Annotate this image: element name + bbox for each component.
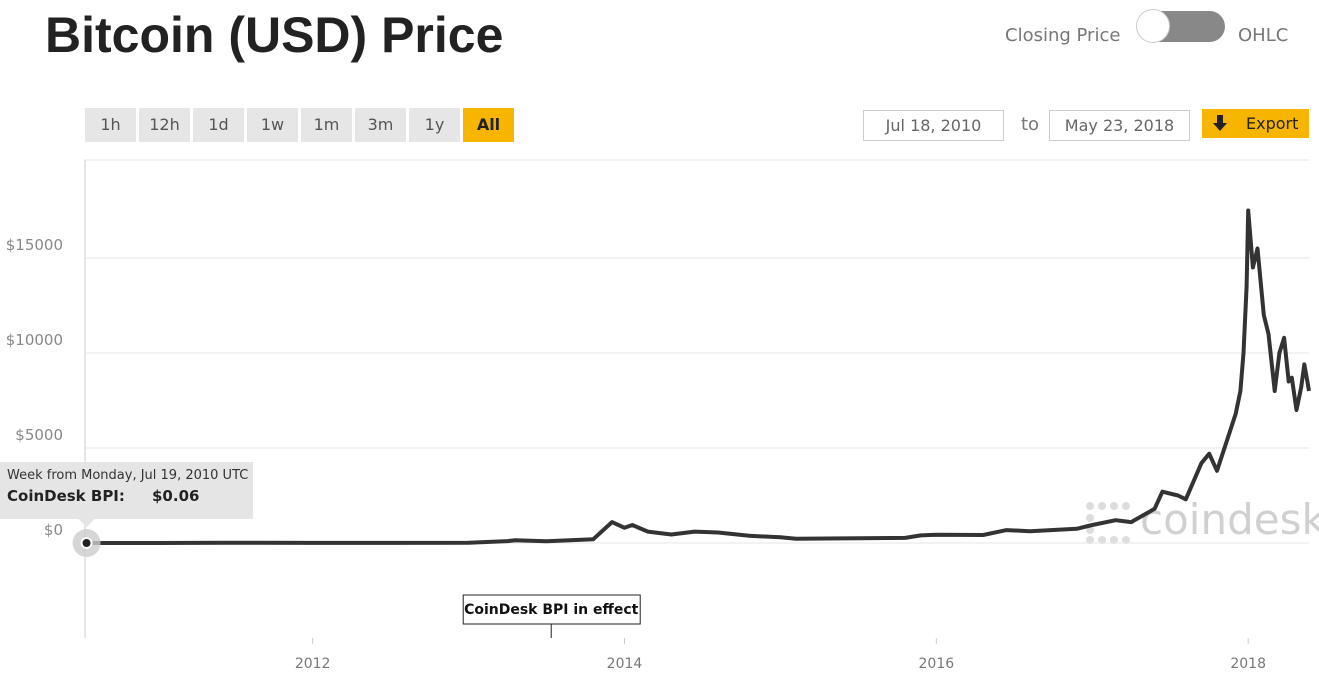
range-button[interactable]: 1w [247, 108, 298, 142]
watermark-icon [1086, 502, 1130, 544]
range-button[interactable]: 1d [193, 108, 244, 142]
range-button[interactable]: 1h [85, 108, 136, 142]
tooltip-value: $0.06 [152, 487, 199, 505]
toggle-right-label: OHLC [1238, 25, 1289, 46]
annotation-label: CoinDesk BPI in effect [464, 602, 639, 618]
range-button[interactable]: 3m [355, 108, 406, 142]
x-tick-label: 2016 [919, 656, 955, 672]
export-icon [1213, 115, 1227, 131]
tooltip-box [0, 462, 253, 519]
range-button[interactable]: 1y [409, 108, 460, 142]
hover-point [80, 536, 93, 549]
tooltip-heading: Week from Monday, Jul 19, 2010 UTC [7, 468, 248, 483]
page-title: Bitcoin (USD) Price [45, 7, 504, 63]
price-line [86, 208, 1311, 545]
date-from[interactable]: Jul 18, 2010 [863, 110, 1004, 141]
export-label: Export [1246, 114, 1299, 133]
date-to[interactable]: May 23, 2018 [1049, 110, 1190, 141]
range-button[interactable]: 12h [139, 108, 190, 142]
y-tick-label: $10000 [6, 331, 63, 349]
range-button[interactable]: All [463, 108, 514, 142]
x-tick-label: 2018 [1230, 656, 1266, 672]
x-tick-label: 2014 [607, 656, 643, 672]
y-tick-label: $5000 [15, 426, 63, 444]
tooltip-label: CoinDesk BPI: [7, 487, 125, 505]
date-separator: to [1021, 114, 1040, 135]
y-tick-label: $15000 [6, 236, 63, 254]
y-tick-label: $0 [44, 521, 63, 539]
tooltip-pointer [78, 519, 95, 527]
export-button[interactable]: Export [1202, 109, 1309, 138]
x-tick-label: 2012 [295, 656, 331, 672]
annotation-box [462, 594, 641, 625]
range-button[interactable]: 1m [301, 108, 352, 142]
toggle-left-label: Closing Price [1005, 25, 1121, 46]
toggle-knob[interactable] [1136, 9, 1170, 43]
watermark: coindesk [1140, 495, 1319, 544]
